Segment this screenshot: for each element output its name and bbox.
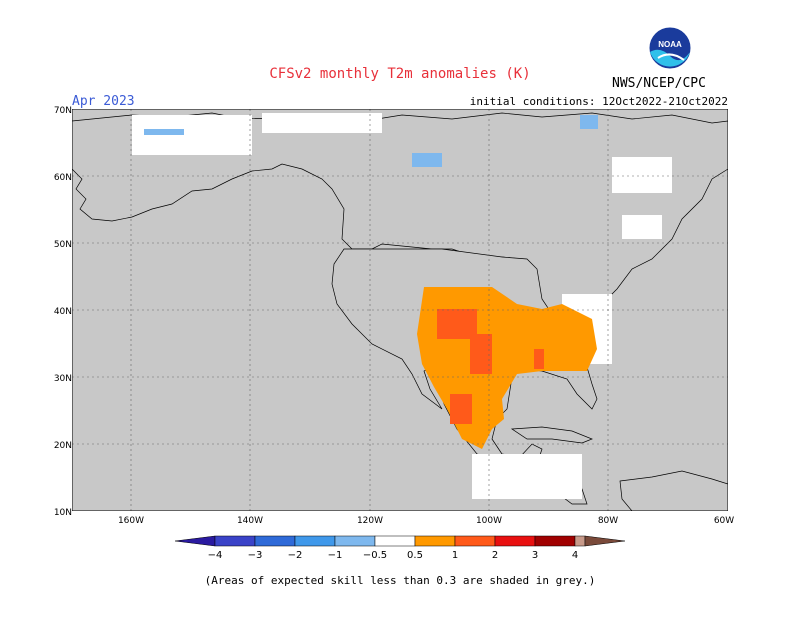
- red-mississippi: [534, 349, 544, 369]
- lon-label-80w: 80W: [598, 516, 618, 526]
- lat-label-50n: 50N: [54, 240, 72, 250]
- lon-label-60w: 60W: [714, 516, 734, 526]
- noaa-logo: NOAA: [648, 26, 692, 70]
- skill-footnote: (Areas of expected skill less than 0.3 a…: [204, 574, 596, 587]
- lat-label-20n: 20N: [54, 441, 72, 451]
- cb-label: −3: [248, 550, 263, 561]
- cb-box-10: [574, 535, 586, 547]
- cb-label: −0.5: [363, 550, 387, 561]
- blue-canada: [412, 153, 442, 167]
- lon-label-120w: 120W: [357, 516, 383, 526]
- cb-label: −4: [208, 550, 223, 561]
- lat-label-10n: 10N: [54, 508, 72, 518]
- logo-text: NOAA: [658, 40, 682, 49]
- cb-label: −2: [288, 550, 303, 561]
- cb-label: 1: [452, 550, 458, 561]
- lat-axis: 70N 60N 50N 40N 30N 20N 10N: [54, 106, 72, 518]
- map-title: CFSv2 monthly T2m anomalies (K): [269, 66, 531, 82]
- cb-box-6: [414, 535, 456, 547]
- cb-box-7: [454, 535, 496, 547]
- lon-axis: 160W 140W 120W 100W 80W 60W: [118, 516, 734, 526]
- white-labrador: [622, 215, 662, 239]
- cb-label: −1: [328, 550, 343, 561]
- lat-label-30n: 30N: [54, 374, 72, 384]
- white-yukon: [262, 113, 382, 133]
- cb-box-3: [294, 535, 336, 547]
- cb-box-9: [534, 535, 576, 547]
- white-central-america: [472, 454, 582, 499]
- red-mexico: [450, 394, 472, 424]
- cb-box-1: [214, 535, 256, 547]
- cb-box-8: [494, 535, 536, 547]
- cb-arrow-high: [584, 535, 626, 547]
- red-texas: [470, 334, 492, 374]
- cb-label: 4: [572, 550, 578, 561]
- cb-label: 2: [492, 550, 498, 561]
- cb-label: 0.5: [407, 550, 423, 561]
- agency-label: NWS/NCEP/CPC: [612, 76, 706, 91]
- colorbar: −4 −3 −2 −1 −0.5 0.5 1 2 3 4: [174, 535, 626, 561]
- lat-lon-grid: [72, 109, 728, 511]
- lon-label-100w: 100W: [476, 516, 502, 526]
- anomaly-map: [72, 109, 728, 511]
- lon-label-140w: 140W: [237, 516, 263, 526]
- cb-box-4: [334, 535, 376, 547]
- lat-label-70n: 70N: [54, 106, 72, 116]
- cb-box-2: [254, 535, 296, 547]
- cb-label: 3: [532, 550, 538, 561]
- blue-hudson: [580, 115, 598, 129]
- cb-box-5: [374, 535, 416, 547]
- white-quebec: [612, 157, 672, 193]
- lat-label-60n: 60N: [54, 173, 72, 183]
- anomaly-blue-regions: [144, 115, 598, 167]
- lon-label-160w: 160W: [118, 516, 144, 526]
- cb-arrow-low: [174, 535, 216, 547]
- lat-label-40n: 40N: [54, 307, 72, 317]
- blue-alaska: [144, 129, 184, 135]
- initial-conditions: initial conditions: 12Oct2022-21Oct2022: [469, 95, 728, 108]
- forecast-month: Apr 2023: [72, 94, 135, 109]
- anomaly-red-regions: [437, 309, 544, 424]
